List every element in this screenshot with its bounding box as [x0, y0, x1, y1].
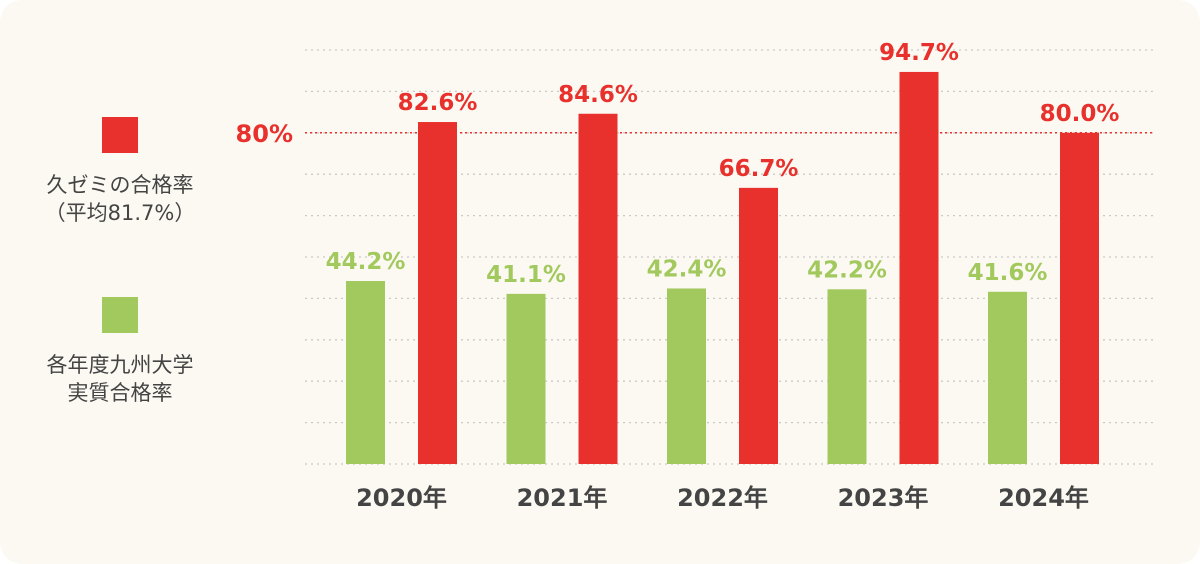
legend-label-university: 各年度九州大学 実質合格率: [0, 351, 240, 407]
data-label-university: 41.6%: [968, 260, 1048, 286]
bar-school: [739, 187, 778, 464]
legend-item-university: 各年度九州大学 実質合格率: [0, 297, 240, 407]
legend-swatch-university: [102, 297, 138, 333]
data-label-university: 41.1%: [486, 262, 566, 288]
data-label-school: 84.6%: [558, 82, 638, 108]
legend-label-university-line2: 実質合格率: [67, 381, 173, 405]
legend-label-school-line1: 久ゼミの合格率: [46, 173, 194, 197]
data-label-school: 80.0%: [1040, 101, 1120, 127]
data-label-university: 44.2%: [326, 249, 406, 275]
data-label-university: 42.4%: [647, 256, 727, 282]
bar-university: [988, 291, 1027, 464]
bar-school: [418, 122, 457, 464]
legend-label-university-line1: 各年度九州大学: [46, 353, 194, 377]
bar-school: [578, 113, 618, 465]
legend-item-school: 久ゼミの合格率 （平均81.7%）: [0, 117, 240, 227]
bar-university: [827, 289, 867, 464]
data-label-school: 66.7%: [719, 156, 799, 182]
data-label-school: 82.6%: [398, 90, 478, 116]
x-tick-label: 2024年: [998, 484, 1089, 512]
x-tick-label: 2021年: [517, 484, 608, 512]
bar-school: [899, 71, 939, 464]
bar-university: [346, 281, 385, 464]
bar-school: [1060, 132, 1099, 465]
bar-university: [667, 288, 706, 464]
bar-university: [506, 293, 546, 464]
reference-line-label: 80%: [236, 120, 293, 148]
legend-swatch-school: [102, 117, 138, 153]
x-tick-label: 2020年: [356, 484, 447, 512]
legend-label-school: 久ゼミの合格率 （平均81.7%）: [0, 171, 240, 227]
legend-label-school-line2: （平均81.7%）: [44, 201, 196, 225]
x-tick-label: 2023年: [838, 484, 929, 512]
data-label-university: 42.2%: [807, 257, 887, 283]
data-label-school: 94.7%: [879, 40, 959, 66]
x-tick-label: 2022年: [677, 484, 768, 512]
